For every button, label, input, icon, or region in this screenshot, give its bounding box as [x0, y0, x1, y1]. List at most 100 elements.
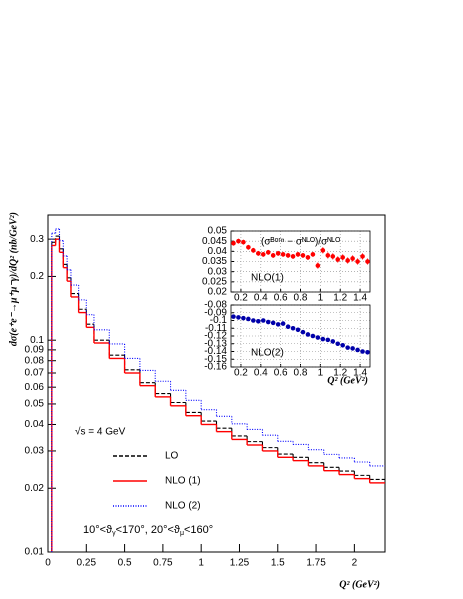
y-tick-label: -0.15 — [204, 354, 227, 365]
x-tick-label: 0.75 — [153, 558, 173, 569]
y-tick-label: -0.14 — [204, 346, 227, 357]
x-tick-label: 0.2 — [234, 293, 248, 304]
y-axis-label: dσ(e⁺e⁻→μ⁺μ⁻γ)/dQ² (nb/GeV²) — [8, 212, 19, 346]
y-tick-label: 0.3 — [30, 234, 44, 245]
data-point — [260, 318, 266, 323]
x-tick-label: 1.75 — [306, 558, 326, 569]
data-point — [260, 252, 266, 257]
y-tick-label: 0.025 — [202, 276, 227, 287]
data-point — [330, 254, 336, 259]
y-tick-label: 0.02 — [25, 483, 45, 494]
data-point — [275, 251, 281, 256]
inset-label: NLO(1) — [251, 273, 284, 284]
annotation: 10°<ϑγ<170°, 20°<ϑμ<160° — [83, 524, 213, 537]
data-point — [270, 253, 276, 258]
inset-x-label: Q² (GeV²) — [327, 375, 368, 386]
data-point — [360, 349, 365, 354]
inset-title: (σᴮᵒʳⁿ − σᴺᴸᴼ)/σᴺᴸᴼ — [261, 237, 340, 248]
data-point — [285, 324, 291, 330]
y-tick-label: 0.04 — [25, 419, 45, 430]
x-tick-label: 1.2 — [333, 293, 347, 304]
data-point — [325, 337, 331, 343]
data-point — [256, 318, 261, 324]
x-tick-label: 1.4 — [353, 293, 367, 304]
data-point — [310, 252, 316, 257]
y-tick-label: 0.035 — [202, 256, 227, 267]
y-tick-label: -0.12 — [204, 331, 227, 342]
data-point — [310, 333, 316, 339]
data-point — [350, 256, 355, 261]
data-point — [335, 257, 341, 262]
data-point — [280, 252, 286, 257]
annotation-part: <170°, 20°<ϑ — [116, 524, 180, 536]
y-tick-label: -0.11 — [205, 323, 227, 334]
data-point — [236, 315, 241, 320]
data-point — [360, 254, 365, 259]
x-tick-label: 2 — [352, 558, 358, 569]
x-tick-label: 0.4 — [254, 368, 268, 379]
data-point — [300, 329, 306, 335]
data-point — [236, 238, 241, 244]
data-point — [315, 335, 321, 340]
data-point — [251, 318, 256, 323]
y-tick-label: 0.08 — [25, 355, 45, 366]
x-tick-label: 0.5 — [118, 558, 132, 569]
y-tick-label: 0.05 — [208, 226, 228, 237]
data-point — [320, 336, 326, 342]
data-point — [355, 347, 360, 353]
data-point — [290, 325, 296, 331]
data-point — [265, 250, 271, 255]
plot-frame — [47, 214, 386, 553]
x-tick-label: 0.2 — [234, 368, 248, 379]
annotation-part: μ — [180, 530, 184, 537]
legend-label: NLO (1) — [165, 476, 201, 487]
plot-frame — [230, 304, 371, 368]
data-point — [251, 248, 256, 253]
x-tick-label: 1 — [318, 293, 324, 304]
x-tick-label: 1.5 — [271, 558, 285, 569]
y-tick-label: 0.045 — [202, 236, 227, 247]
y-tick-label: 0.04 — [208, 246, 228, 257]
annotation-part: γ — [112, 530, 116, 537]
data-point — [365, 259, 370, 264]
y-tick-label: 0.05 — [25, 399, 45, 410]
y-tick-label: 0.03 — [208, 266, 228, 277]
data-point — [246, 316, 251, 322]
data-point — [305, 255, 311, 260]
data-point — [340, 255, 345, 260]
y-tick-label: -0.09 — [204, 307, 227, 318]
data-point — [295, 252, 301, 257]
x-tick-label: 0.6 — [274, 368, 288, 379]
x-tick-label: 0.8 — [294, 368, 308, 379]
inset-label: NLO(2) — [251, 348, 284, 359]
data-point — [285, 253, 291, 258]
data-point — [325, 253, 331, 258]
x-tick-label: 0.4 — [254, 293, 268, 304]
y-tick-label: 0.01 — [25, 547, 45, 558]
y-tick-label: -0.13 — [204, 338, 227, 349]
y-tick-label: -0.16 — [204, 362, 227, 373]
y-tick-label: 0.2 — [30, 271, 44, 282]
data-point — [315, 263, 321, 268]
data-point — [241, 315, 246, 321]
data-point — [241, 239, 246, 245]
data-point — [256, 251, 261, 256]
y-tick-label: -0.1 — [210, 315, 228, 326]
x-tick-label: 1.25 — [230, 558, 250, 569]
x-tick-label: 1 — [198, 558, 204, 569]
legend-title: √s = 4 GeV — [75, 426, 126, 438]
data-point — [280, 321, 286, 326]
data-point — [246, 244, 251, 250]
data-point — [265, 319, 271, 325]
legend-label: NLO (2) — [165, 501, 201, 512]
y-tick-label: 0.02 — [208, 287, 228, 298]
x-tick-label: 0.8 — [294, 293, 308, 304]
data-point — [365, 349, 370, 355]
x-tick-label: 0.25 — [77, 558, 97, 569]
y-tick-label: -0.08 — [204, 300, 227, 311]
data-point — [300, 253, 306, 258]
data-point — [231, 314, 236, 319]
data-point — [295, 327, 301, 333]
